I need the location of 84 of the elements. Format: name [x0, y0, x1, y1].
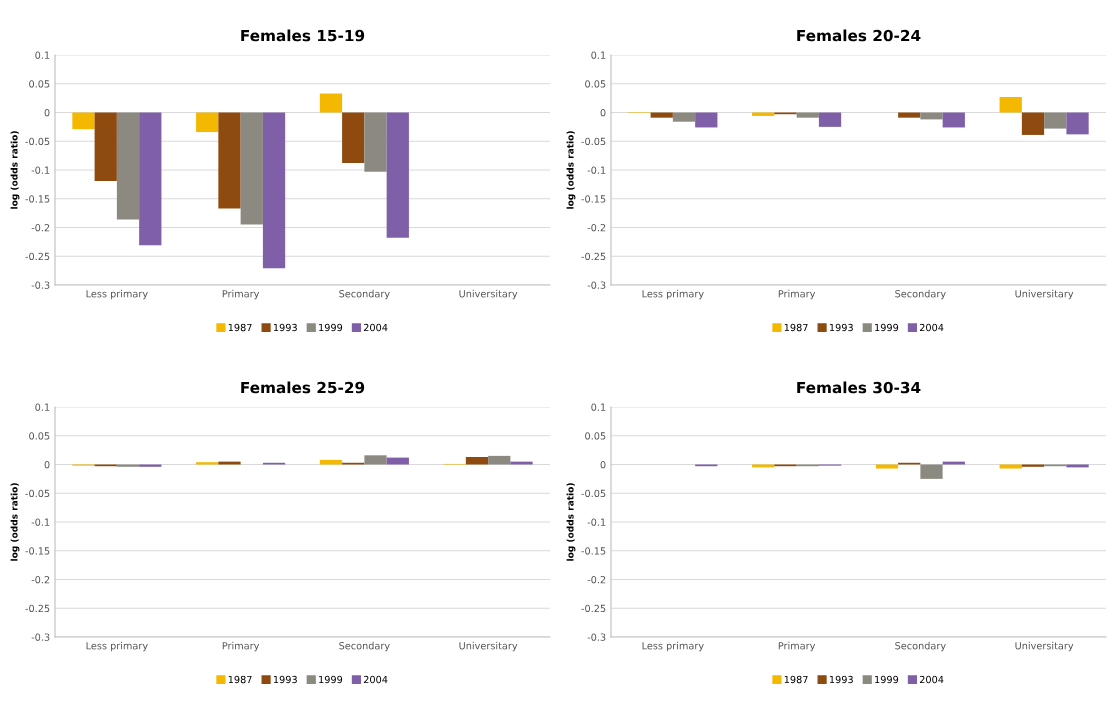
- y-tick-label: -0.3: [31, 633, 50, 641]
- y-tick-label: 0.1: [591, 403, 606, 411]
- y-axis-title: log (odds ratio): [566, 131, 576, 209]
- bar: [364, 455, 387, 465]
- y-tick-label: -0.05: [581, 137, 606, 146]
- x-tick-label: Secondary: [895, 641, 946, 652]
- legend-label: 1999: [875, 323, 899, 332]
- y-tick-label: -0.1: [31, 518, 50, 526]
- bar: [386, 457, 409, 465]
- y-tick-label: 0.05: [585, 80, 606, 88]
- x-tick-label: Universitary: [459, 289, 518, 300]
- y-tick-label: 0.1: [591, 51, 606, 59]
- y-tick-label: -0.15: [25, 547, 50, 555]
- x-tick-label: Less primary: [642, 641, 704, 652]
- y-tick-label: -0.05: [581, 489, 606, 498]
- y-tick-label: -0.2: [587, 575, 606, 584]
- y-axis-title: log (odds ratio): [566, 483, 576, 561]
- x-tick-label: Primary: [222, 289, 260, 300]
- legend-label: 2004: [919, 675, 944, 684]
- bar: [196, 462, 219, 465]
- legend-label: 1999: [319, 675, 343, 684]
- legend-label: 1987: [784, 675, 808, 684]
- x-tick-label: Primary: [778, 641, 816, 652]
- x-tick-label: Less primary: [86, 641, 148, 652]
- bar: [510, 461, 533, 465]
- y-tick-label: -0.15: [581, 547, 606, 555]
- y-tick-label: -0.2: [31, 223, 50, 232]
- y-tick-label: 0.1: [35, 51, 50, 59]
- bar: [218, 461, 241, 465]
- legend-label: 1993: [829, 323, 853, 332]
- y-tick-label: -0.05: [25, 489, 50, 498]
- x-tick-label: Secondary: [895, 289, 946, 300]
- y-tick-label: -0.25: [581, 252, 606, 261]
- legend-label: 1993: [273, 675, 297, 684]
- y-tick-label: -0.15: [25, 195, 50, 203]
- y-tick-label: -0.2: [587, 223, 606, 232]
- chart-title: Females 25-29: [241, 381, 365, 394]
- bar: [488, 455, 511, 465]
- y-tick-label: 0.05: [29, 432, 50, 440]
- x-tick-label: Less primary: [86, 289, 148, 300]
- y-tick-label: -0.25: [25, 604, 50, 613]
- y-tick-label: 0.05: [29, 80, 50, 88]
- y-tick-label: -0.1: [31, 166, 50, 174]
- y-tick-label: 0.05: [585, 432, 606, 440]
- chart-title: Females 20-24: [797, 29, 921, 42]
- bar: [319, 459, 343, 465]
- x-tick-label: Primary: [778, 289, 816, 300]
- x-tick-label: Primary: [222, 641, 260, 652]
- chart-title: Females 30-34: [797, 381, 921, 394]
- x-tick-label: Secondary: [339, 641, 390, 652]
- legend-label: 1987: [784, 323, 808, 332]
- y-tick-label: -0.25: [25, 252, 50, 261]
- y-tick-label: 0: [44, 460, 50, 469]
- x-tick-label: Less primary: [642, 289, 704, 300]
- y-tick-label: -0.3: [31, 281, 50, 289]
- y-tick-label: -0.25: [581, 604, 606, 613]
- legend-label: 1993: [273, 323, 297, 332]
- legend-label: 1987: [228, 675, 252, 684]
- legend-label: 2004: [363, 323, 388, 332]
- y-axis-title: log (odds ratio): [10, 483, 20, 561]
- y-tick-label: 0: [44, 108, 50, 117]
- chart-title: Females 15-19: [241, 29, 365, 42]
- y-tick-label: -0.1: [587, 518, 606, 526]
- x-tick-label: Universitary: [1015, 641, 1074, 652]
- legend-label: 1993: [829, 675, 853, 684]
- legend-label: 2004: [363, 675, 388, 684]
- y-tick-label: 0: [600, 108, 606, 117]
- y-tick-label: 0: [600, 460, 606, 469]
- y-tick-label: -0.2: [31, 575, 50, 584]
- y-tick-label: 0.1: [35, 403, 50, 411]
- y-tick-label: -0.05: [25, 137, 50, 146]
- bar: [465, 457, 489, 465]
- y-tick-label: -0.3: [587, 633, 606, 641]
- x-tick-label: Universitary: [1015, 289, 1074, 300]
- legend-label: 1999: [875, 675, 899, 684]
- y-tick-label: -0.3: [587, 281, 606, 289]
- legend-label: 1999: [319, 323, 343, 332]
- y-tick-label: -0.1: [587, 166, 606, 174]
- legend-label: 1987: [228, 323, 252, 332]
- y-axis-title: log (odds ratio): [10, 131, 20, 209]
- x-tick-label: Secondary: [339, 289, 390, 300]
- legend-label: 2004: [919, 323, 944, 332]
- y-tick-label: -0.15: [581, 195, 606, 203]
- x-tick-label: Universitary: [459, 641, 518, 652]
